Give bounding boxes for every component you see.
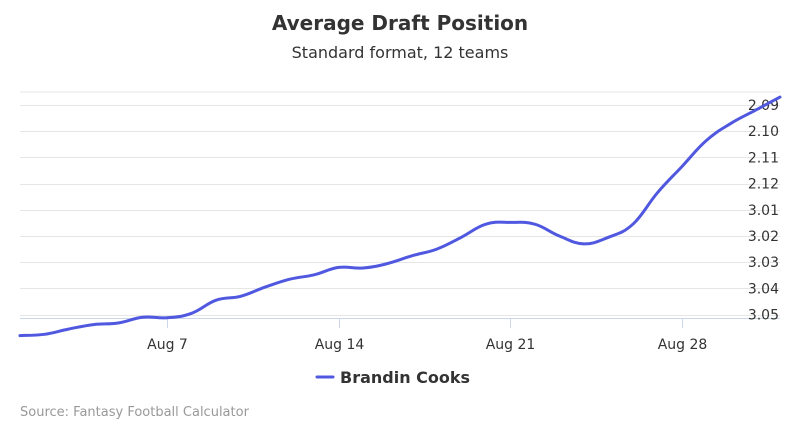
- x-tick-label: Aug 14: [315, 337, 365, 353]
- series-layer: [18, 95, 782, 338]
- chart-subtitle: Standard format, 12 teams: [292, 43, 509, 62]
- source-credit: Source: Fantasy Football Calculator: [20, 405, 250, 420]
- y-tick-label: 3.02: [748, 229, 779, 245]
- x-tick-label: Aug 28: [658, 337, 708, 353]
- y-tick-label: 2.10: [748, 124, 779, 140]
- grid-lines: [20, 91, 780, 316]
- y-tick-label: 3.05: [748, 308, 779, 324]
- y-tick-label: 3.03: [748, 255, 779, 271]
- y-axis: 2.092.102.112.123.013.023.033.043.05: [748, 98, 779, 324]
- legend-label[interactable]: Brandin Cooks: [340, 368, 470, 387]
- x-tick-label: Aug 21: [486, 337, 536, 353]
- y-tick-label: 3.04: [748, 281, 779, 297]
- x-tick-label: Aug 7: [147, 337, 188, 353]
- y-tick-label: 2.12: [748, 177, 779, 193]
- series-line-0[interactable]: [18, 95, 782, 338]
- chart-title: Average Draft Position: [272, 11, 528, 35]
- y-tick-label: 2.11: [748, 150, 779, 166]
- x-axis: Aug 7 Aug 14 Aug 21 Aug 28: [20, 318, 780, 353]
- y-tick-label: 3.01: [748, 203, 779, 219]
- legend[interactable]: Brandin Cooks: [315, 368, 470, 387]
